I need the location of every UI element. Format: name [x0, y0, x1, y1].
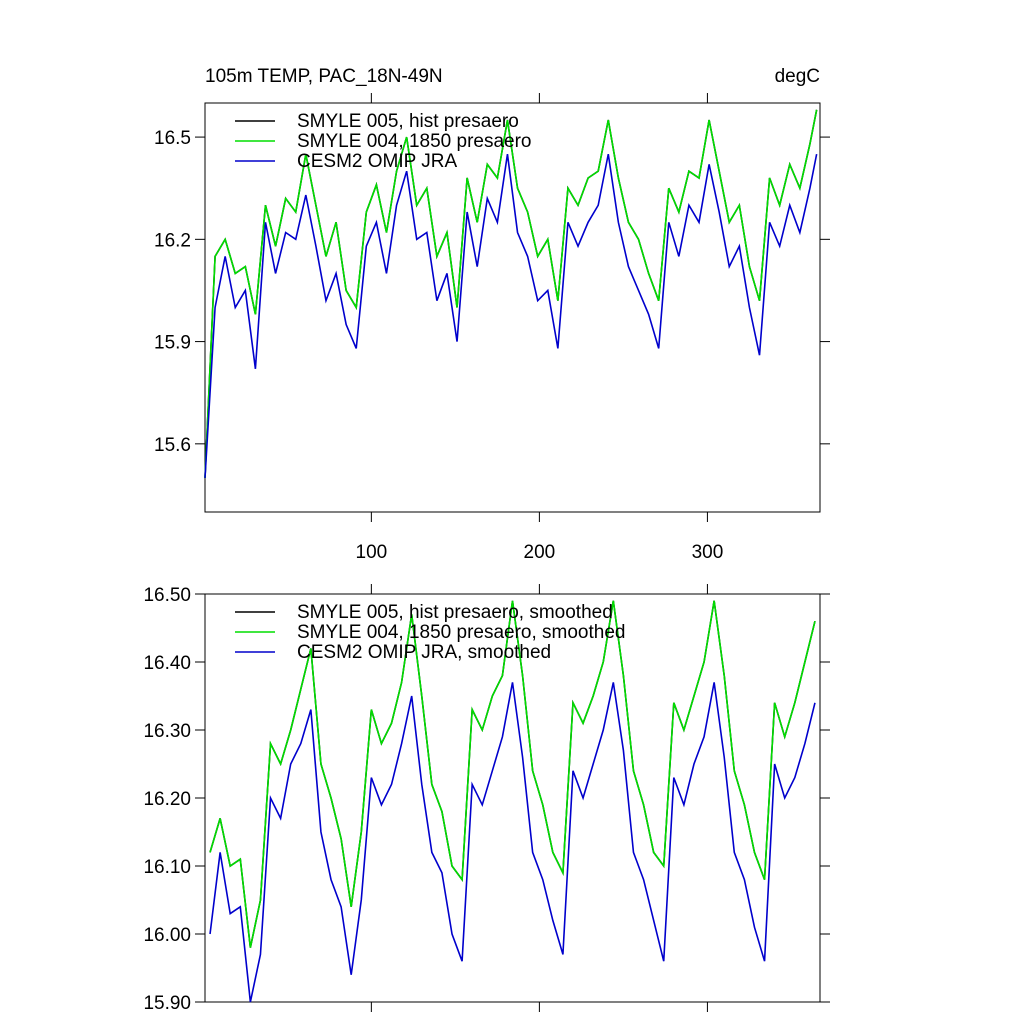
- x-tick-label: 100: [356, 542, 388, 563]
- y-tick-label: 15.9: [154, 333, 191, 354]
- y-tick-label: 16.20: [143, 789, 191, 810]
- chart-title: 105m TEMP, PAC_18N-49N: [205, 66, 443, 87]
- series-line: [209, 682, 816, 1003]
- y-tick-label: 16.30: [143, 721, 191, 742]
- legend-label: CESM2 OMIP JRA, smoothed: [297, 642, 551, 663]
- legend-label: SMYLE 005, hist presaero, smoothed: [297, 602, 613, 623]
- y-tick-label: 16.00: [143, 925, 191, 946]
- legend-label: SMYLE 005, hist presaero: [297, 111, 519, 132]
- x-tick-label: 200: [524, 542, 556, 563]
- legend-label: SMYLE 004, 1850 presaero: [297, 131, 532, 152]
- series-line: [209, 600, 816, 948]
- plot-frame: [204, 102, 821, 513]
- y-tick-label: 16.40: [143, 653, 191, 674]
- y-tick-label: 15.6: [154, 435, 191, 456]
- y-tick-label: 16.2: [154, 230, 191, 251]
- units-label: degC: [775, 66, 820, 87]
- x-tick-label: 300: [692, 542, 724, 563]
- y-tick-label: 16.10: [143, 857, 191, 878]
- legend-label: CESM2 OMIP JRA: [297, 151, 457, 172]
- legend-label: SMYLE 004, 1850 presaero, smoothed: [297, 622, 625, 643]
- y-tick-label: 16.5: [154, 128, 191, 149]
- series-line: [204, 109, 818, 478]
- series-line: [204, 153, 818, 478]
- y-tick-label: 16.50: [143, 585, 191, 606]
- y-tick-label: 15.90: [143, 993, 191, 1014]
